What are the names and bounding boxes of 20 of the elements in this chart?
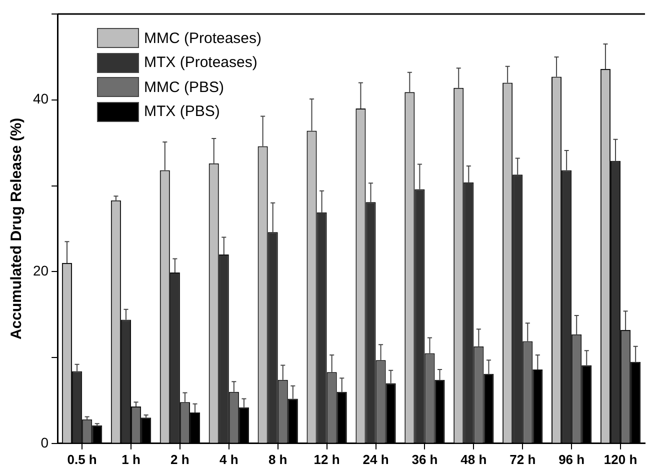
x-tick-label: 120 h bbox=[604, 452, 638, 467]
x-tick-label: 36 h bbox=[412, 452, 438, 467]
x-tick-label: 4 h bbox=[220, 452, 238, 467]
x-tick-label: 2 h bbox=[170, 452, 190, 467]
legend-label: MTX (Proteases) bbox=[144, 54, 258, 72]
x-tick-label: 12 h bbox=[314, 452, 340, 467]
x-tick-label: 48 h bbox=[460, 452, 487, 467]
x-tick-label: 96 h bbox=[558, 452, 585, 467]
y-axis-title: Accumulated Drug Release (%) bbox=[8, 118, 26, 340]
x-tick-label: 72 h bbox=[510, 452, 536, 467]
y-tick-label: 20 bbox=[32, 262, 49, 278]
x-tick-label: 0.5 h bbox=[67, 452, 97, 467]
x-tick-label: 1 h bbox=[122, 452, 140, 467]
y-tick-label: 0 bbox=[40, 434, 49, 450]
legend-label: MMC (PBS) bbox=[144, 78, 224, 96]
legend-label: MMC (Proteases) bbox=[144, 30, 262, 47]
x-tick-label: 24 h bbox=[362, 452, 389, 467]
legend-label: MTX (PBS) bbox=[144, 103, 220, 120]
x-tick-label: 8 h bbox=[268, 452, 288, 467]
y-tick-label: 40 bbox=[32, 90, 49, 107]
